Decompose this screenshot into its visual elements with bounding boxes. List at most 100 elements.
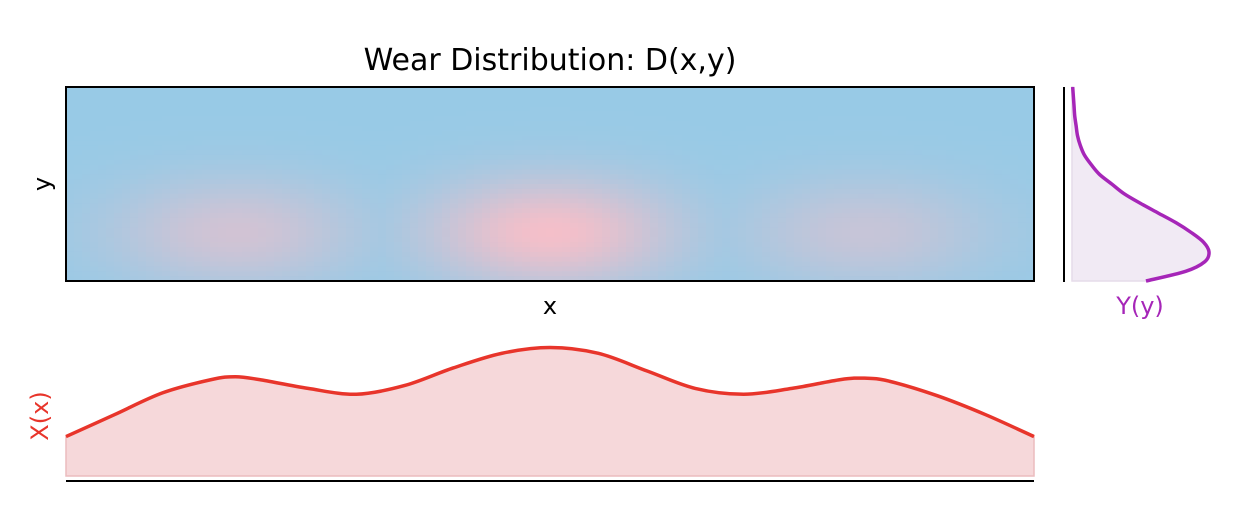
heatmap-cell (994, 188, 1003, 195)
heatmap-cell (738, 179, 747, 185)
heatmap-cell (794, 217, 803, 224)
heatmap-cell (578, 116, 587, 122)
heatmap-cell (970, 251, 979, 258)
heatmap-cell (1026, 193, 1035, 200)
heatmap-cell (418, 184, 427, 190)
heatmap-cell (490, 256, 499, 263)
heatmap-cell (186, 251, 195, 258)
heatmap-cell (642, 154, 651, 161)
heatmap-cell (1018, 106, 1027, 112)
heatmap-cell (482, 232, 491, 238)
heatmap-cell (962, 184, 971, 190)
heatmap-cell (138, 116, 147, 122)
heatmap-cell (138, 203, 147, 209)
heatmap-cell (250, 193, 259, 200)
heatmap-cell (66, 242, 75, 248)
heatmap-cell (474, 227, 483, 234)
heatmap-cell (842, 242, 851, 248)
heatmap-cell (802, 135, 811, 141)
heatmap-cell (978, 174, 987, 180)
heatmap-cell (466, 213, 475, 219)
heatmap-cell (306, 96, 315, 103)
heatmap-cell (778, 237, 787, 243)
heatmap-cell (474, 154, 483, 161)
heatmap-cell (146, 164, 155, 171)
heatmap-cell (898, 251, 907, 258)
heatmap-cell (362, 87, 371, 93)
heatmap-cell (578, 91, 587, 98)
heatmap-cell (418, 116, 427, 122)
heatmap-cell (842, 208, 851, 214)
heatmap-cell (90, 251, 99, 258)
heatmap-cell (594, 256, 603, 263)
heatmap-cell (474, 188, 483, 195)
heatmap-cell (250, 140, 259, 146)
heatmap-cell (538, 237, 547, 243)
heatmap-cell (650, 266, 659, 272)
heatmap-cell (914, 120, 923, 127)
heatmap-cell (962, 125, 971, 132)
heatmap-cell (730, 135, 739, 141)
heatmap-cell (962, 227, 971, 234)
heatmap-cell (410, 276, 419, 282)
heatmap-cell (610, 125, 619, 132)
heatmap-cell (498, 251, 507, 258)
heatmap-cell (506, 251, 515, 258)
heatmap-cell (842, 135, 851, 141)
heatmap-cell (554, 111, 563, 117)
heatmap-cell (642, 251, 651, 258)
heatmap-cell (138, 91, 147, 98)
heatmap-cell (738, 276, 747, 282)
heatmap-cell (122, 130, 131, 137)
heatmap-cell (458, 179, 467, 185)
heatmap-cell (618, 237, 627, 243)
heatmap-cell (530, 232, 539, 238)
heatmap-cell (114, 247, 123, 253)
heatmap-cell (954, 87, 963, 93)
heatmap-cell (210, 237, 219, 243)
heatmap-cell (682, 251, 691, 258)
heatmap-cell (562, 217, 571, 224)
heatmap-cell (122, 135, 131, 141)
heatmap-cell (290, 184, 299, 190)
heatmap-cell (442, 91, 451, 98)
heatmap-cell (386, 271, 395, 277)
heatmap-cell (610, 217, 619, 224)
heatmap-cell (202, 276, 211, 282)
heatmap-cell (226, 130, 235, 137)
heatmap-cell (682, 174, 691, 180)
heatmap-cell (626, 256, 635, 263)
heatmap-cell (618, 174, 627, 180)
heatmap-cell (690, 256, 699, 263)
heatmap-cell (106, 227, 115, 234)
heatmap-cell (730, 106, 739, 112)
heatmap-cell (586, 125, 595, 132)
heatmap-cell (858, 96, 867, 103)
heatmap-cell (130, 203, 139, 209)
heatmap-cell (658, 87, 667, 93)
heatmap-cell (626, 237, 635, 243)
heatmap-cell (650, 227, 659, 234)
heatmap-cell (522, 111, 531, 117)
heatmap-cell (874, 106, 883, 112)
heatmap-cell (778, 164, 787, 171)
heatmap-cell (634, 242, 643, 248)
heatmap-cell (250, 135, 259, 141)
heatmap-cell (842, 213, 851, 219)
heatmap-cell (266, 111, 275, 117)
heatmap-cell (802, 188, 811, 195)
heatmap-cell (98, 164, 107, 171)
heatmap-cell (714, 159, 723, 166)
heatmap-cell (346, 261, 355, 268)
heatmap-cell (394, 256, 403, 263)
heatmap-cell (290, 125, 299, 132)
heatmap-cell (1010, 198, 1019, 204)
heatmap-cell (858, 140, 867, 146)
heatmap-cell (338, 237, 347, 243)
heatmap-cell (602, 232, 611, 238)
heatmap-cell (482, 247, 491, 253)
heatmap-cell (282, 96, 291, 103)
heatmap-cell (618, 101, 627, 107)
heatmap-cell (282, 145, 291, 151)
heatmap-cell (386, 91, 395, 98)
